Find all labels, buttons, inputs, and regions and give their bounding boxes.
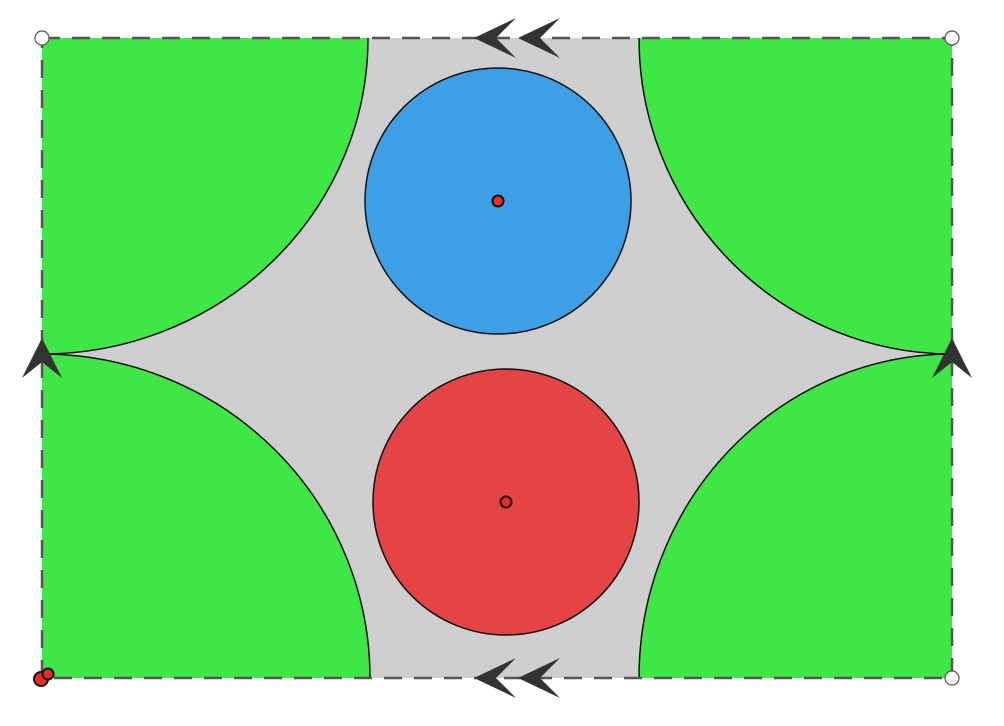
top-edge-double-arrow [474, 18, 560, 58]
bottom-edge-double-arrow [474, 658, 560, 698]
arc-top-right [638, 38, 952, 355]
corner-region-bottom-right [639, 354, 952, 678]
top-arrow-1 [474, 18, 516, 58]
corner-regions [42, 38, 952, 678]
top-arrow-2 [518, 18, 560, 58]
blue-disk-center-point [491, 194, 505, 208]
corner-point-bottom-left-b [41, 667, 55, 681]
corner-point-top-left [34, 30, 50, 46]
corner-region-top-right [639, 38, 952, 354]
right-edge-arrow [932, 338, 972, 378]
bottom-arrow-1 [474, 658, 516, 698]
arc-bottom-left [42, 353, 371, 678]
bottom-arrow-2 [518, 658, 560, 698]
corner-region-top-left [42, 38, 368, 354]
corner-point-bottom-right [944, 670, 960, 686]
corner-arc-outlines [42, 38, 952, 678]
arc-bottom-right [638, 353, 952, 678]
corner-point-top-right [944, 30, 960, 46]
red-disk-center-point [499, 495, 513, 509]
arc-top-left [42, 38, 369, 355]
corner-region-bottom-left [42, 354, 370, 678]
left-edge-arrow [22, 338, 62, 378]
